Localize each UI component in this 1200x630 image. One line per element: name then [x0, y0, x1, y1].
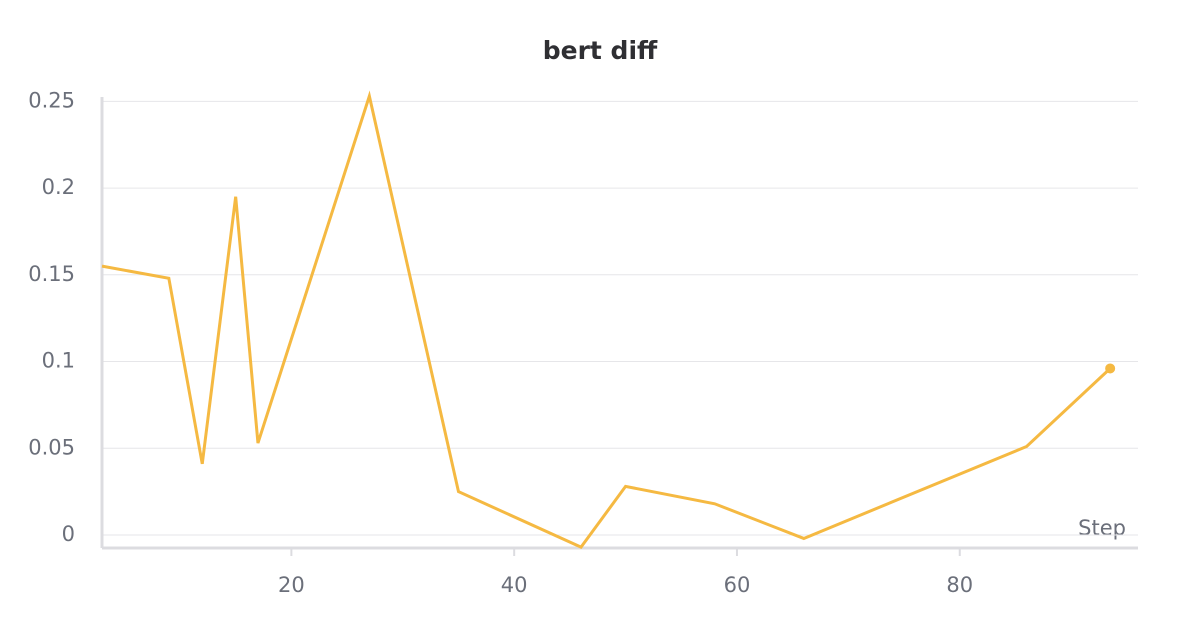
data-line: [101, 90, 1112, 550]
y-tick-label: 0: [62, 522, 75, 546]
x-tick-label: 20: [278, 573, 305, 597]
y-tick-label: 0.15: [28, 262, 75, 286]
end-point: [1105, 363, 1116, 374]
y-tick-label: 0.25: [28, 88, 75, 112]
x-axis-label: Step: [1078, 516, 1126, 540]
y-tick-label: 0.2: [42, 175, 75, 199]
y-tick-label: 0.05: [28, 435, 75, 459]
y-tick-label: 0.1: [42, 349, 75, 373]
x-tick-label: 40: [501, 573, 528, 597]
x-tick-label: 60: [724, 573, 751, 597]
x-tick-label: 80: [946, 573, 973, 597]
chart-title: bert diff: [543, 36, 658, 65]
